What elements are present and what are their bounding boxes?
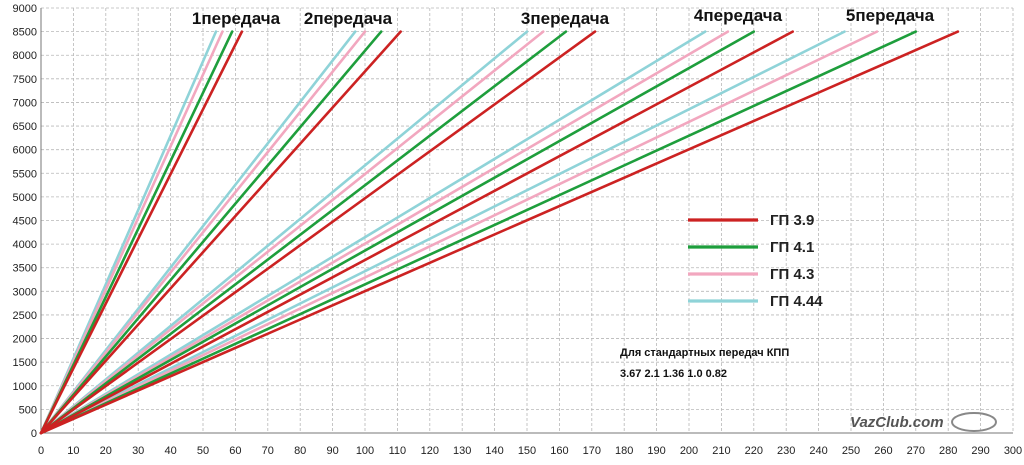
y-tick-label: 0 <box>31 428 37 440</box>
y-tick-label: 8500 <box>13 27 37 39</box>
x-tick-label: 10 <box>67 445 79 457</box>
legend-label-3: ГП 4.3 <box>770 266 814 283</box>
series-line-3-gear-1 <box>39 30 224 435</box>
series-line-2-gear-5 <box>39 30 918 435</box>
x-tick-label: 90 <box>326 445 338 457</box>
x-tick-label: 120 <box>421 445 439 457</box>
series-line-3-gear-3 <box>39 30 545 435</box>
x-tick-label: 180 <box>615 445 633 457</box>
x-tick-label: 170 <box>583 445 601 457</box>
y-tick-label: 1000 <box>13 381 37 393</box>
series-line-4-gear-3 <box>39 30 529 435</box>
series-line-1-gear-5 <box>39 30 960 435</box>
series-line-4-gear-4 <box>39 30 707 435</box>
x-axis-tick-labels: 0 10 20 30 40 50 60 70 80 90 100 110 120 130 140 150 160… <box>38 445 1022 457</box>
x-tick-label: 300 <box>1004 445 1022 457</box>
y-tick-label: 5000 <box>13 192 37 204</box>
series-line-2-gear-1 <box>39 30 234 435</box>
series-line-1-gear-4 <box>39 30 794 435</box>
series-line-1-gear-2 <box>39 30 402 435</box>
y-tick-label: 8000 <box>13 50 37 62</box>
x-tick-label: 30 <box>132 445 144 457</box>
y-tick-label: 4500 <box>13 216 37 228</box>
x-tick-label: 40 <box>164 445 176 457</box>
x-tick-label: 200 <box>680 445 698 457</box>
x-tick-label: 60 <box>229 445 241 457</box>
x-tick-label: 250 <box>842 445 860 457</box>
y-tick-label: 2500 <box>13 310 37 322</box>
annotation-line-1: Для стандартных передач КПП <box>620 347 789 359</box>
y-tick-label: 5500 <box>13 168 37 180</box>
y-tick-label: 1500 <box>13 357 37 369</box>
series-line-3-gear-5 <box>39 30 879 435</box>
x-tick-label: 210 <box>712 445 730 457</box>
x-tick-label: 280 <box>939 445 957 457</box>
annotation: Для стандартных передач КПП 3.67 2.1 1.3… <box>620 347 789 380</box>
series-line-2-gear-2 <box>39 30 383 435</box>
x-tick-label: 70 <box>262 445 274 457</box>
series-line-1-gear-3 <box>39 30 597 435</box>
legend: ГП 3.9 ГП 4.1 ГП 4.3 ГП 4.44 <box>688 212 823 310</box>
axes <box>40 8 1013 434</box>
legend-label-1: ГП 3.9 <box>770 212 814 229</box>
y-tick-label: 500 <box>19 404 37 416</box>
gear-label-3: 3передача <box>521 9 610 28</box>
series-line-3-gear-2 <box>39 30 367 435</box>
legend-label-2: ГП 4.1 <box>770 239 814 256</box>
x-tick-label: 80 <box>294 445 306 457</box>
x-tick-label: 230 <box>777 445 795 457</box>
legend-label-4: ГП 4.44 <box>770 293 823 310</box>
x-tick-label: 0 <box>38 445 44 457</box>
x-tick-label: 130 <box>453 445 471 457</box>
x-tick-label: 190 <box>647 445 665 457</box>
series-line-2-gear-3 <box>39 30 568 435</box>
watermark-text: VazClub.com <box>850 414 944 431</box>
gear-label-4: 4передача <box>694 6 783 25</box>
gear-label-5: 5передача <box>846 6 935 25</box>
y-tick-label: 6000 <box>13 145 37 157</box>
gear-label-2: 2передача <box>304 9 393 28</box>
annotation-line-2: 3.67 2.1 1.36 1.0 0.82 <box>620 368 727 380</box>
y-tick-label: 3500 <box>13 263 37 275</box>
x-tick-label: 50 <box>197 445 209 457</box>
y-axis-tick-labels: 0 500 1000 1500 2000 2500 3000 3500 4000 4500 5000… <box>13 3 37 440</box>
y-tick-label: 6500 <box>13 121 37 133</box>
series-line-3-gear-4 <box>39 30 730 435</box>
y-tick-label: 7000 <box>13 97 37 109</box>
series-line-4-gear-5 <box>39 30 846 435</box>
x-tick-label: 140 <box>485 445 503 457</box>
y-tick-label: 3000 <box>13 286 37 298</box>
y-tick-label: 2000 <box>13 334 37 346</box>
gear-label-1: 1передача <box>192 9 281 28</box>
series-lines <box>39 30 960 435</box>
y-tick-label: 9000 <box>13 3 37 15</box>
gear-labels: 1передача 2передача 3передача 4передача 5пер… <box>192 6 935 28</box>
x-tick-label: 260 <box>874 445 892 457</box>
y-tick-label: 7500 <box>13 74 37 86</box>
x-tick-label: 20 <box>100 445 112 457</box>
x-tick-label: 240 <box>809 445 827 457</box>
x-tick-label: 150 <box>518 445 536 457</box>
x-tick-label: 290 <box>971 445 989 457</box>
car-logo-icon <box>951 412 997 432</box>
x-tick-label: 110 <box>389 445 407 457</box>
x-tick-label: 220 <box>745 445 763 457</box>
watermark: VazClub.com <box>850 412 997 432</box>
x-tick-label: 100 <box>356 445 374 457</box>
x-tick-label: 160 <box>550 445 568 457</box>
x-tick-label: 270 <box>907 445 925 457</box>
y-tick-label: 4000 <box>13 239 37 251</box>
series-line-1-gear-1 <box>39 30 244 435</box>
series-line-2-gear-4 <box>39 30 756 435</box>
